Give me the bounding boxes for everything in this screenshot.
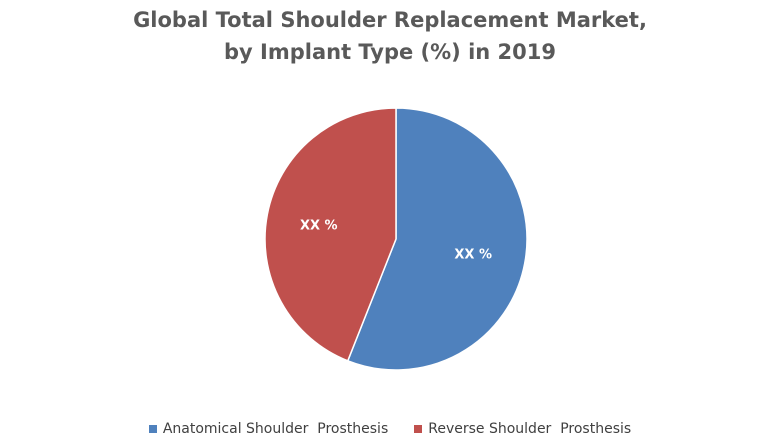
legend-label-anatomical: Anatomical Shoulder Prosthesis xyxy=(162,421,389,437)
pie-label-reverse: XX % xyxy=(300,218,338,233)
pie-label-anatomical: XX % xyxy=(454,248,492,263)
chart-title-line-1: Global Total Shoulder Replacement Market… xyxy=(133,8,647,32)
legend-swatch-reverse xyxy=(414,425,423,433)
chart-title: Global Total Shoulder Replacement Market… xyxy=(0,4,780,68)
pie-slice-anatomical xyxy=(346,107,528,371)
pie-slice-reverse xyxy=(264,107,397,362)
legend-label-reverse: Reverse Shoulder Prosthesis xyxy=(428,421,632,437)
legend-swatch-anatomical xyxy=(148,425,157,433)
chart-legend: Anatomical Shoulder Prosthesis Reverse S… xyxy=(0,420,780,438)
legend-item-anatomical: Anatomical Shoulder Prosthesis xyxy=(148,420,389,438)
chart-title-line-2: by Implant Type (%) in 2019 xyxy=(224,40,556,64)
legend-item-reverse: Reverse Shoulder Prosthesis xyxy=(414,420,631,438)
